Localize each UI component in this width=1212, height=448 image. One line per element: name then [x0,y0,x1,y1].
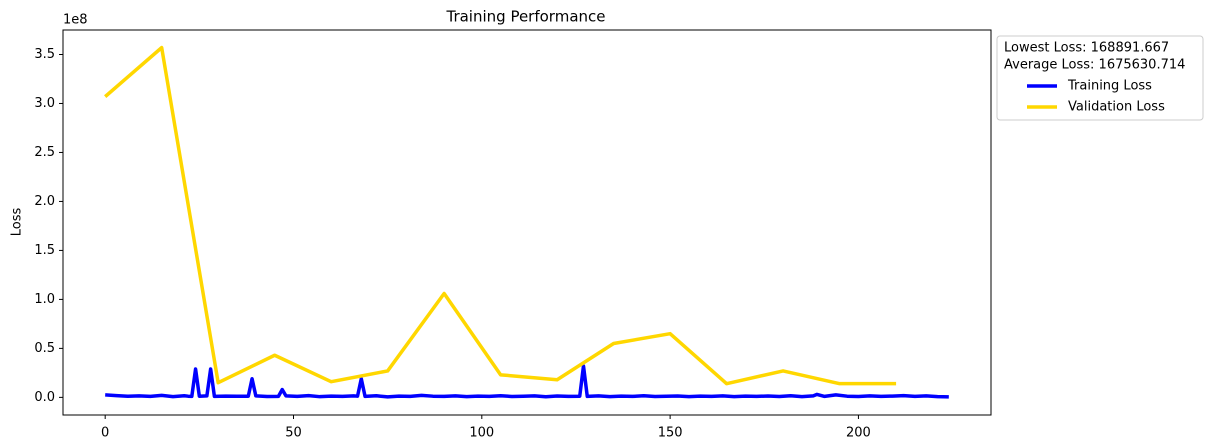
y-tick-label: 1.5 [34,243,55,258]
annotation: Average Loss: 1675630.714 [1004,58,1185,73]
y-tick-label: 1.0 [34,292,55,307]
x-tick-label: 200 [846,426,871,441]
y-tick-label: 0.0 [34,390,55,405]
legend-label: Validation Loss [1068,100,1165,115]
legend-label: Training Loss [1067,79,1152,94]
y-offset-label: 1e8 [63,13,88,28]
y-tick-label: 0.5 [34,341,55,356]
line-series [105,364,949,399]
y-tick-label: 3.0 [34,96,55,111]
y-tick-label: 3.5 [34,47,55,62]
y-tick-label: 2.5 [34,145,55,160]
x-tick-label: 100 [469,426,494,441]
annotation: Lowest Loss: 168891.667 [1004,41,1169,56]
x-tick-label: 50 [285,426,302,441]
y-axis-label: Loss [10,208,25,237]
plot-frame [62,29,992,416]
y-tick-label: 2.0 [34,194,55,209]
x-tick-label: 150 [658,426,683,441]
chart-title: Training Performance [445,8,605,26]
line-series [104,45,897,386]
legend-box [996,35,1204,121]
x-tick-label: 0 [101,426,109,441]
